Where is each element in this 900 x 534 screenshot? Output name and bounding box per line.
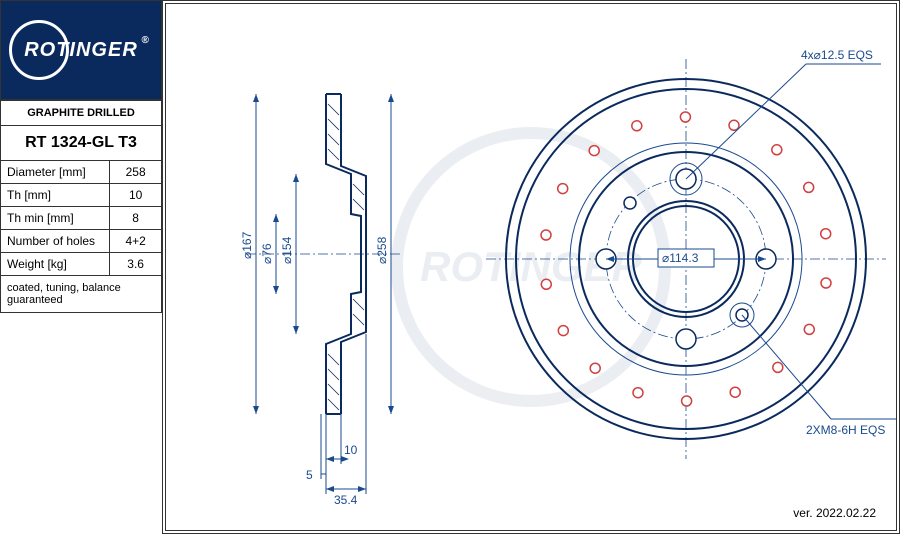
row-label: Number of holes xyxy=(1,230,110,253)
logo-panel: ROTINGER xyxy=(0,0,162,100)
dim-5: 5 xyxy=(306,468,313,482)
side-view-drawing: ⌀167 ⌀76 ⌀154 ⌀258 5 10 35.4 xyxy=(226,34,426,514)
callout-top: 4x⌀12.5 EQS xyxy=(801,48,873,62)
row-value: 3.6 xyxy=(110,253,162,276)
dim-d76: ⌀76 xyxy=(260,243,274,264)
dim-pcd: ⌀114.3 xyxy=(662,251,699,265)
logo-text: ROTINGER xyxy=(24,39,138,62)
row-label: Th min [mm] xyxy=(1,207,110,230)
row-label: Th [mm] xyxy=(1,184,110,207)
row-value: 4+2 xyxy=(110,230,162,253)
front-view-drawing: ⌀114.3 4x⌀12.5 EQS 2XM8-6H EQS xyxy=(486,24,900,494)
dim-d154: ⌀154 xyxy=(280,236,294,264)
row-label: Diameter [mm] xyxy=(1,161,110,184)
callout-bottom: 2XM8-6H EQS xyxy=(806,423,885,437)
dim-354: 35.4 xyxy=(334,493,358,507)
spec-table: GRAPHITE DRILLED RT 1324-GL T3 Diameter … xyxy=(0,100,162,313)
dim-10: 10 xyxy=(344,443,358,457)
row-value: 8 xyxy=(110,207,162,230)
row-value: 10 xyxy=(110,184,162,207)
drawing-area: ROTINGER ⌀167 ⌀76 ⌀154 ⌀258 xyxy=(166,4,896,530)
row-value: 258 xyxy=(110,161,162,184)
spec-footer: coated, tuning, balance guaranteed xyxy=(1,276,162,313)
product-code: RT 1324-GL T3 xyxy=(1,126,162,161)
version-label: ver. 2022.02.22 xyxy=(793,506,876,520)
spec-header: GRAPHITE DRILLED xyxy=(1,101,162,126)
dim-d258: ⌀258 xyxy=(375,236,389,264)
dim-d167: ⌀167 xyxy=(240,231,254,259)
row-label: Weight [kg] xyxy=(1,253,110,276)
